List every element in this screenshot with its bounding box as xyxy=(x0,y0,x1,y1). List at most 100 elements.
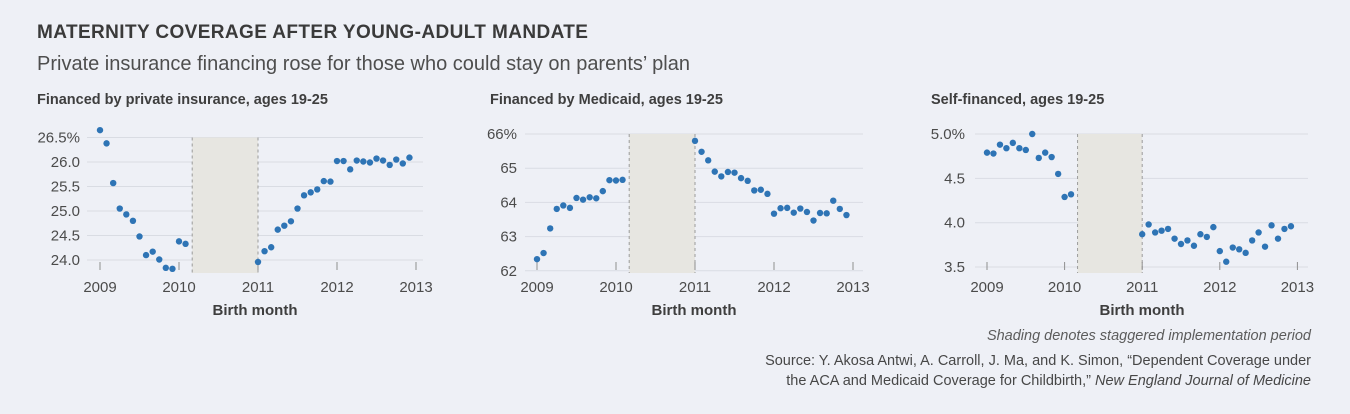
data-point xyxy=(836,205,844,213)
data-point xyxy=(307,189,314,196)
data-point xyxy=(287,218,295,225)
data-point xyxy=(757,186,765,193)
data-point xyxy=(1223,258,1230,265)
data-point xyxy=(843,211,850,219)
data-point xyxy=(103,140,110,147)
data-point xyxy=(533,255,541,263)
data-point xyxy=(593,195,600,202)
data-point xyxy=(718,173,725,180)
data-point xyxy=(1054,170,1062,178)
y-tick-label: 26.0 xyxy=(51,154,80,171)
x-tick-label: 2010 xyxy=(1048,279,1081,296)
data-point xyxy=(1197,231,1204,238)
data-point xyxy=(579,196,587,203)
data-point xyxy=(777,205,784,212)
data-point xyxy=(810,217,817,224)
data-point xyxy=(612,177,620,184)
source-line-2-text: the ACA and Medicaid Coverage for Childb… xyxy=(786,373,1095,389)
data-point xyxy=(996,141,1004,148)
data-point xyxy=(823,210,830,217)
x-tick-label: 2011 xyxy=(1126,279,1158,296)
data-point xyxy=(1009,139,1017,147)
data-point xyxy=(261,247,268,255)
data-point xyxy=(711,168,718,175)
data-point xyxy=(737,174,745,182)
x-axis-label-private-insurance: Birth month xyxy=(212,302,298,319)
data-point xyxy=(1016,144,1023,152)
data-point xyxy=(540,249,547,257)
data-point xyxy=(770,210,778,217)
y-tick-label: 24.0 xyxy=(51,252,80,269)
data-point xyxy=(724,168,732,176)
data-point xyxy=(1171,235,1178,242)
data-point xyxy=(156,256,163,263)
data-point xyxy=(1145,221,1152,228)
x-tick-label: 2011 xyxy=(679,279,711,296)
data-point xyxy=(1248,237,1256,244)
data-point xyxy=(1268,222,1275,229)
data-point xyxy=(1035,154,1042,162)
x-tick-label: 2010 xyxy=(599,279,632,296)
data-point xyxy=(983,149,991,156)
data-point xyxy=(1177,240,1185,248)
data-point xyxy=(1242,249,1249,257)
y-tick-label: 4.5 xyxy=(944,170,965,187)
data-point xyxy=(320,177,328,185)
data-point xyxy=(300,192,308,199)
data-point xyxy=(1151,229,1159,236)
y-tick-label: 62 xyxy=(500,263,517,280)
data-point xyxy=(175,238,183,245)
y-tick-label: 5.0% xyxy=(931,126,965,143)
data-point xyxy=(333,157,341,165)
x-axis-label-medicaid: Birth month xyxy=(651,302,737,319)
y-tick-label: 4.0 xyxy=(944,215,965,232)
data-point xyxy=(764,190,771,198)
data-point xyxy=(1184,237,1191,244)
data-point xyxy=(816,209,824,217)
y-tick-label: 63 xyxy=(500,229,517,246)
data-point xyxy=(1210,223,1217,231)
data-point xyxy=(1029,130,1036,138)
data-point xyxy=(1236,246,1243,253)
data-point xyxy=(619,176,626,184)
data-point xyxy=(1261,243,1269,250)
x-tick-label: 2013 xyxy=(399,279,432,296)
data-point xyxy=(553,205,560,213)
x-axis-label-self-financed: Birth month xyxy=(1099,302,1185,319)
data-point xyxy=(379,157,387,164)
data-point xyxy=(691,137,699,145)
data-point xyxy=(1229,244,1236,251)
data-point xyxy=(406,154,413,161)
data-point xyxy=(1164,225,1172,233)
data-point xyxy=(1274,235,1282,242)
data-point xyxy=(393,156,400,163)
data-point xyxy=(360,158,367,165)
page-subtitle: Private insurance financing rose for tho… xyxy=(37,53,690,75)
data-point xyxy=(346,166,354,173)
x-tick-label: 2009 xyxy=(83,279,116,296)
data-point xyxy=(1048,153,1055,161)
data-point xyxy=(136,233,143,240)
source-line-2: the ACA and Medicaid Coverage for Childb… xyxy=(786,373,1311,389)
data-point xyxy=(573,194,580,202)
data-point xyxy=(327,178,334,185)
data-point xyxy=(790,209,797,216)
x-tick-label: 2013 xyxy=(1281,279,1314,296)
data-point xyxy=(1158,227,1165,234)
data-point xyxy=(1022,146,1029,154)
y-tick-label: 25.0 xyxy=(51,203,80,220)
x-tick-label: 2011 xyxy=(242,279,274,296)
data-point xyxy=(399,160,407,167)
data-point xyxy=(751,187,758,194)
data-point xyxy=(560,202,567,209)
data-point xyxy=(830,197,837,204)
implementation-period-shading xyxy=(1077,134,1143,273)
data-point xyxy=(353,157,360,164)
data-point xyxy=(182,240,189,248)
y-tick-label: 66% xyxy=(487,126,517,143)
data-point xyxy=(1003,144,1010,152)
y-tick-label: 26.5% xyxy=(37,130,80,147)
data-point xyxy=(731,169,738,176)
data-point xyxy=(698,148,705,155)
